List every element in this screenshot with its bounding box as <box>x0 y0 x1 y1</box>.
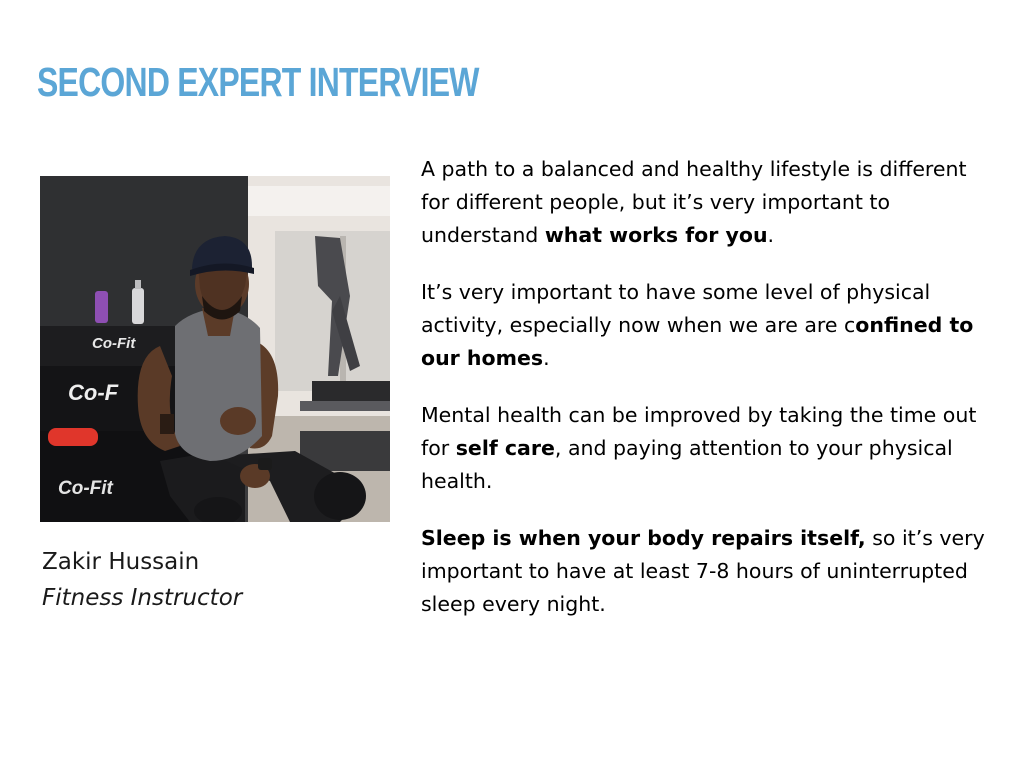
paragraph-4-emphasis: Sleep is when your body repairs itself, <box>421 526 866 550</box>
instructor-photo: Co-Fit Co-F Co-Fit <box>40 176 390 522</box>
slide-title: SECOND EXPERT INTERVIEW <box>37 59 479 105</box>
paragraph-3-end: , and paying attention to your physical … <box>421 436 953 493</box>
paragraph-1: A path to a balanced and healthy lifesty… <box>421 153 996 252</box>
instructor-name: Zakir Hussain <box>42 549 200 575</box>
cofit-logo-3: Co-Fit <box>58 478 114 499</box>
cofit-logo-1: Co-Fit <box>92 335 136 352</box>
photo-caption: Zakir Hussain Fitness Instructor <box>42 544 242 616</box>
paragraph-2-end: . <box>543 346 550 370</box>
paragraph-4: Sleep is when your body repairs itself, … <box>421 522 996 621</box>
paragraph-4-end: so it’s very important to have at least … <box>421 526 985 616</box>
paragraph-3-emphasis: self care <box>455 436 555 460</box>
paragraph-2-emphasis: onfined to our homes <box>421 313 974 370</box>
paragraph-1-end: . <box>767 223 775 247</box>
paragraph-2-text: It’s very important to have some level o… <box>421 280 931 337</box>
paragraph-2: It’s very important to have some level o… <box>421 276 996 375</box>
interview-text: A path to a balanced and healthy lifesty… <box>421 153 996 645</box>
paragraph-1-text: A path to a balanced and healthy lifesty… <box>421 157 967 247</box>
instructor-role: Fitness Instructor <box>42 585 243 611</box>
cofit-logo-2: Co-F <box>68 380 119 405</box>
paragraph-3-text: Mental health can be improved by taking … <box>421 403 977 460</box>
paragraph-3: Mental health can be improved by taking … <box>421 399 996 498</box>
paragraph-1-emphasis: what works for you <box>544 223 768 247</box>
